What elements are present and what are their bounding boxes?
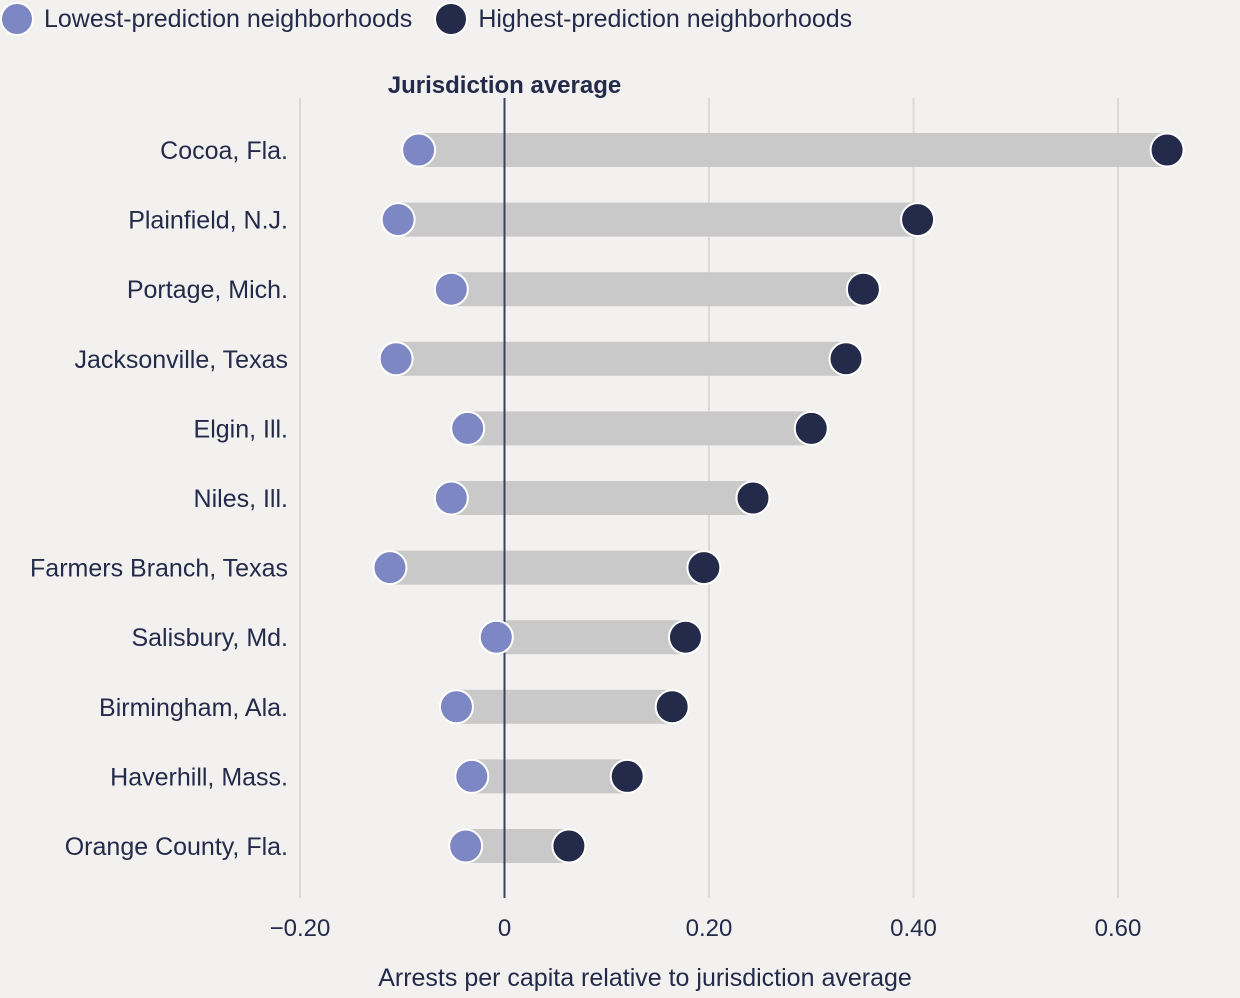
range-bar bbox=[467, 411, 812, 446]
legend-label-low: Lowest-prediction neighborhoods bbox=[44, 4, 413, 33]
x-tick-label: −0.20 bbox=[270, 915, 331, 942]
range-bar bbox=[471, 759, 628, 794]
reference-line-label: Jurisdiction average bbox=[388, 72, 621, 99]
legend-item-high: Highest-prediction neighborhoods bbox=[434, 2, 852, 36]
category-label: Elgin, Ill. bbox=[194, 415, 288, 443]
dot-layer bbox=[372, 132, 1185, 864]
range-bar bbox=[451, 272, 864, 307]
high-point bbox=[609, 758, 645, 794]
category-label: Farmers Branch, Texas bbox=[30, 555, 288, 583]
high-point bbox=[551, 828, 587, 864]
low-point bbox=[448, 828, 484, 864]
category-label: Plainfield, N.J. bbox=[128, 207, 288, 235]
range-bar bbox=[451, 481, 753, 515]
high-point bbox=[845, 271, 881, 307]
range-bar bbox=[496, 620, 686, 655]
range-bar bbox=[396, 341, 847, 376]
legend-swatch-high bbox=[434, 2, 469, 36]
low-point bbox=[438, 689, 474, 725]
x-axis-title: Arrests per capita relative to jurisdict… bbox=[378, 964, 912, 992]
range-bar bbox=[389, 550, 704, 585]
high-point bbox=[686, 550, 722, 586]
high-point bbox=[667, 619, 703, 655]
legend-label-high: Highest-prediction neighborhoods bbox=[478, 4, 853, 33]
low-point bbox=[380, 202, 416, 238]
category-label: Cocoa, Fla. bbox=[160, 137, 288, 165]
x-tick-label: 0.20 bbox=[686, 915, 733, 942]
range-bar bbox=[456, 689, 673, 724]
legend-swatch-low bbox=[0, 2, 34, 36]
category-label: Portage, Mich. bbox=[127, 276, 288, 304]
low-point bbox=[433, 271, 469, 307]
high-point bbox=[793, 410, 829, 446]
legend-item-low: Lowest-prediction neighborhoods bbox=[0, 2, 412, 36]
low-point bbox=[478, 619, 514, 655]
bar-layer bbox=[389, 133, 1168, 863]
low-point bbox=[433, 480, 469, 516]
category-label: Birmingham, Ala. bbox=[99, 694, 288, 722]
low-point bbox=[450, 410, 486, 446]
category-label: Haverhill, Mass. bbox=[110, 763, 288, 791]
category-label: Orange County, Fla. bbox=[65, 833, 288, 861]
category-label: Salisbury, Md. bbox=[131, 624, 288, 652]
category-label: Niles, Ill. bbox=[194, 485, 288, 513]
x-tick-label: 0.40 bbox=[890, 915, 937, 942]
x-tick-label: 0 bbox=[498, 915, 511, 942]
high-point bbox=[735, 480, 771, 516]
label-layer: −0.20 0 0.20 0.40 0.60 Cocoa, Fla. Plainfield,… bbox=[30, 72, 1141, 992]
low-point bbox=[372, 550, 408, 586]
range-bar bbox=[398, 202, 918, 237]
range-bar bbox=[418, 133, 1168, 167]
high-point bbox=[654, 689, 690, 725]
high-point bbox=[828, 341, 864, 377]
x-tick-label: 0.60 bbox=[1095, 915, 1142, 942]
category-label: Jacksonville, Texas bbox=[74, 346, 288, 374]
high-point bbox=[900, 202, 936, 238]
low-point bbox=[401, 132, 437, 168]
high-point bbox=[1149, 132, 1185, 168]
low-point bbox=[454, 758, 490, 794]
low-point bbox=[378, 341, 414, 377]
legend: Lowest-prediction neighborhoods Highest-… bbox=[0, 0, 874, 38]
